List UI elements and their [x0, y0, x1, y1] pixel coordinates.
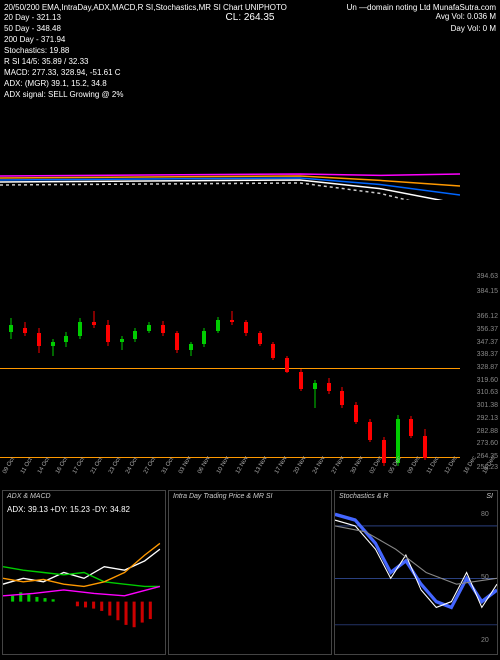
stat-line: Stochastics: 19.88	[4, 45, 123, 56]
stoch-tick: 50	[481, 574, 495, 581]
price-tick: 356.37	[477, 326, 498, 333]
stochastics-panel: Stochastics & R SI 805020	[334, 490, 498, 655]
price-tick: 310.63	[477, 389, 498, 396]
avg-volume: Avg Vol: 0.036 M	[436, 12, 496, 21]
price-axis: 394.63 384.15 366.12 356.37 347.37 338.37 328.…	[462, 270, 500, 470]
support-line	[0, 368, 460, 369]
stat-line: MACD: 277.33, 328.94, -51.61 C	[4, 67, 123, 78]
price-tick: 328.87	[477, 364, 498, 371]
adx-macd-panel: ADX & MACD ADX: 39.13 +DY: 15.23 -DY: 34…	[2, 490, 166, 655]
intraday-panel: Intra Day Trading Price & MR SI	[168, 490, 332, 655]
price-tick: 273.60	[477, 440, 498, 447]
price-tick: 338.37	[477, 351, 498, 358]
price-tick: 347.37	[477, 339, 498, 346]
candlestick-chart	[0, 270, 460, 470]
panel2-title: Intra Day Trading Price & MR SI	[173, 493, 272, 500]
stat-line: 20 Day - 321.13	[4, 12, 123, 23]
price-tick: 319.60	[477, 377, 498, 384]
stat-line: 200 Day - 371.94	[4, 34, 123, 45]
close-price-label: CL: 264.35	[226, 12, 275, 23]
panel3-axis: 80 50 20	[481, 511, 495, 644]
price-tick: 301.38	[477, 402, 498, 409]
date-axis: 09 Oct11 Oct14 Oct16 Oct17 Oct21 Oct23 O…	[0, 472, 460, 478]
stoch-tick: 20	[481, 637, 495, 644]
stat-line: R SI 14/5: 35.89 / 32.33	[4, 56, 123, 67]
moving-average-region	[0, 130, 460, 200]
stat-line: ADX: (MGR) 39.1, 15.2, 34.8	[4, 78, 123, 89]
price-tick: 366.12	[477, 313, 498, 320]
stat-line: 50 Day - 348.48	[4, 23, 123, 34]
price-tick: 292.13	[477, 415, 498, 422]
stat-line: ADX signal: SELL Growing @ 2%	[4, 89, 123, 100]
stoch-tick: 80	[481, 511, 495, 518]
price-tick: 394.63	[477, 273, 498, 280]
day-volume: Day Vol: 0 M	[451, 24, 496, 33]
subpanels: ADX & MACD ADX: 39.13 +DY: 15.23 -DY: 34…	[2, 490, 498, 655]
stats-block: 20 Day - 321.1350 Day - 348.48200 Day - …	[4, 12, 123, 100]
price-tick: 282.88	[477, 428, 498, 435]
price-tick: 384.15	[477, 288, 498, 295]
